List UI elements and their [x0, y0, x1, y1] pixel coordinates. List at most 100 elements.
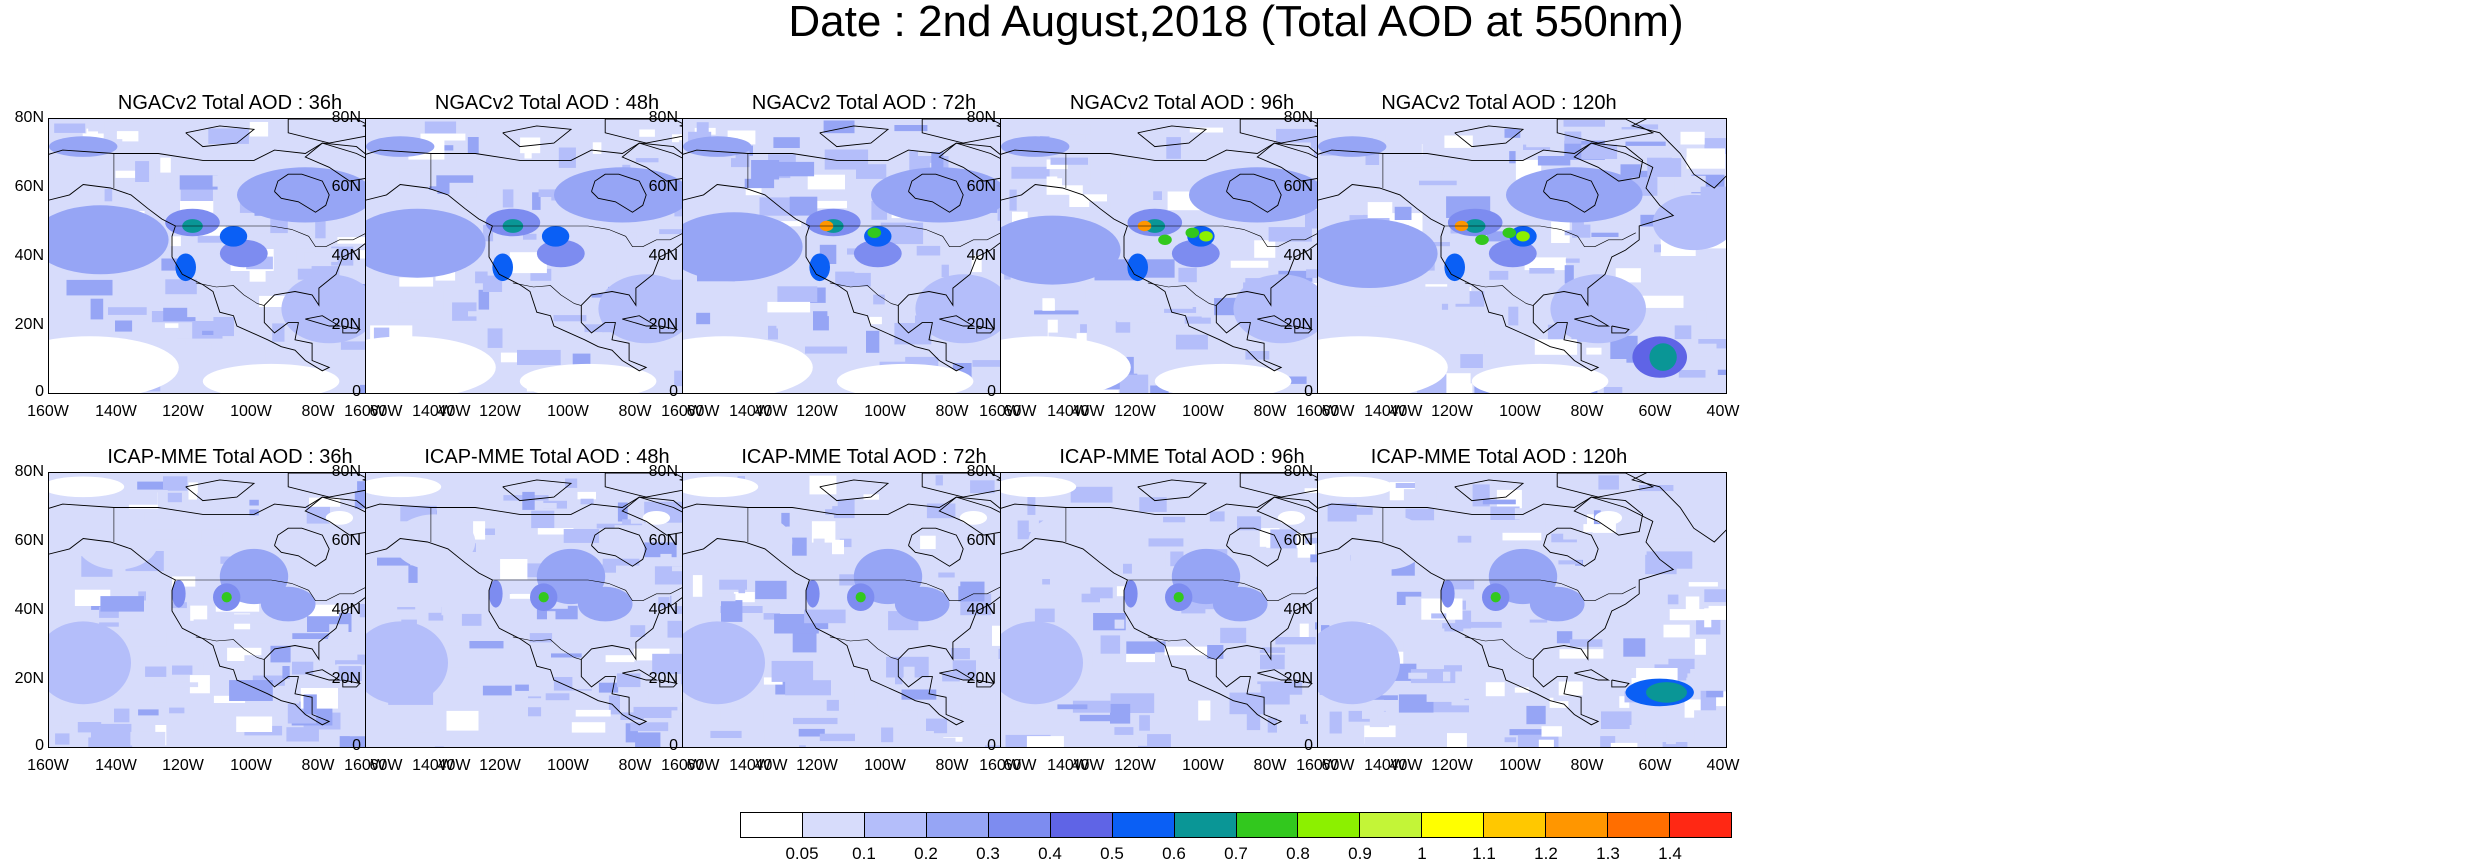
- aod-cell: [799, 745, 806, 748]
- latitude-tick-label: 20N: [0, 671, 44, 687]
- aod-cell: [808, 175, 845, 190]
- aod-cell: [572, 722, 606, 732]
- colorbar-swatch: [1051, 813, 1113, 837]
- longitude-tick-label: 160W: [340, 404, 390, 422]
- aod-cell: [926, 731, 934, 748]
- longitude-tick-label: 120W: [158, 404, 208, 422]
- aod-cell: [1080, 715, 1120, 721]
- aod-cell: [250, 269, 266, 281]
- aod-plume: [1318, 336, 1448, 394]
- aod-cell: [886, 711, 918, 724]
- longitude-tick-label: 140W: [725, 758, 775, 776]
- aod-cell: [1572, 708, 1594, 721]
- aod-cell: [1460, 354, 1483, 368]
- colorbar-label: 1.3: [1583, 846, 1633, 862]
- longitude-tick-label: 160W: [975, 758, 1025, 776]
- aod-cell: [1565, 132, 1582, 144]
- aod-plume: [1001, 621, 1083, 704]
- colorbar-label: 0.3: [963, 846, 1013, 862]
- aod-cell: [1515, 687, 1529, 692]
- longitude-tick-label: 80W: [1562, 758, 1612, 776]
- aod-cell: [810, 476, 837, 495]
- aod-cell: [1515, 508, 1552, 519]
- aod-cell: [522, 492, 534, 510]
- aod-plume: [868, 228, 882, 238]
- aod-cell: [1694, 311, 1706, 326]
- aod-cell: [936, 475, 943, 485]
- aod-cell: [479, 290, 490, 310]
- aod-cell: [415, 599, 441, 613]
- aod-cell: [1503, 533, 1542, 541]
- aod-plume: [542, 226, 569, 247]
- longitude-tick-label: 140W: [1043, 404, 1093, 422]
- aod-cell: [1681, 285, 1690, 291]
- aod-cell: [469, 641, 503, 648]
- aod-cell: [1101, 635, 1121, 653]
- aod-cell: [171, 564, 210, 576]
- aod-cell: [1017, 560, 1037, 566]
- aod-plume: [1001, 477, 1076, 498]
- aod-cell: [165, 323, 179, 328]
- aod-cell: [1704, 589, 1727, 602]
- longitude-tick-label: 120W: [1110, 758, 1160, 776]
- aod-cell: [1126, 336, 1135, 353]
- aod-cell: [115, 490, 157, 505]
- map-plot-area: [1317, 118, 1727, 394]
- aod-cell: [1114, 727, 1133, 735]
- aod-cell: [114, 573, 151, 591]
- aod-cell: [1373, 194, 1388, 201]
- aod-cell: [1163, 517, 1185, 523]
- aod-cell: [751, 160, 779, 180]
- aod-cell: [95, 618, 140, 623]
- latitude-tick-label: 40N: [1269, 248, 1313, 264]
- aod-cell: [725, 302, 738, 315]
- aod-cell: [939, 493, 945, 501]
- aod-cell: [1117, 306, 1161, 322]
- latitude-tick-label: 0: [634, 738, 678, 754]
- longitude-tick-label: 140W: [408, 758, 458, 776]
- aod-cell: [820, 734, 855, 741]
- longitude-tick-label: 120W: [792, 758, 842, 776]
- aod-cell: [1119, 662, 1159, 666]
- aod-cell: [154, 682, 198, 687]
- latitude-tick-label: 20N: [952, 317, 996, 333]
- aod-plume: [1001, 336, 1131, 394]
- latitude-tick-label: 80N: [0, 464, 44, 480]
- aod-cell: [517, 350, 561, 365]
- aod-cell: [1042, 298, 1055, 311]
- aod-cell: [165, 279, 197, 294]
- aod-plume: [1213, 587, 1268, 622]
- aod-cell: [813, 311, 829, 330]
- aod-cell: [108, 307, 147, 315]
- aod-cell: [1090, 587, 1112, 598]
- latitude-tick-label: 80N: [0, 110, 44, 126]
- aod-plume: [578, 587, 633, 622]
- longitude-tick-label: 120W: [475, 404, 525, 422]
- aod-cell: [442, 597, 474, 616]
- colorbar-label: 0.4: [1025, 846, 1075, 862]
- latitude-tick-label: 0: [1269, 738, 1313, 754]
- aod-cell: [1443, 672, 1450, 682]
- aod-plume: [683, 336, 813, 394]
- aod-plume: [222, 592, 232, 602]
- longitude-tick-label: 160W: [23, 758, 73, 776]
- aod-plume: [1318, 136, 1386, 157]
- latitude-tick-label: 40N: [0, 602, 44, 618]
- aod-cell: [576, 710, 611, 717]
- aod-cell: [1210, 511, 1225, 521]
- aod-cell: [1207, 645, 1223, 659]
- aod-cell: [869, 317, 882, 324]
- aod-cell: [114, 709, 129, 723]
- aod-plume: [366, 336, 496, 394]
- aod-cell: [859, 699, 877, 709]
- aod-cell: [421, 134, 466, 141]
- aod-plume: [1174, 592, 1184, 602]
- aod-cell: [253, 233, 274, 237]
- aod-cell: [1483, 500, 1516, 505]
- latitude-tick-label: 0: [634, 384, 678, 400]
- aod-cell: [1514, 674, 1526, 681]
- aod-cell: [1647, 551, 1693, 568]
- aod-cell: [1646, 268, 1676, 283]
- aod-cell: [1231, 261, 1269, 268]
- aod-cell: [546, 693, 570, 700]
